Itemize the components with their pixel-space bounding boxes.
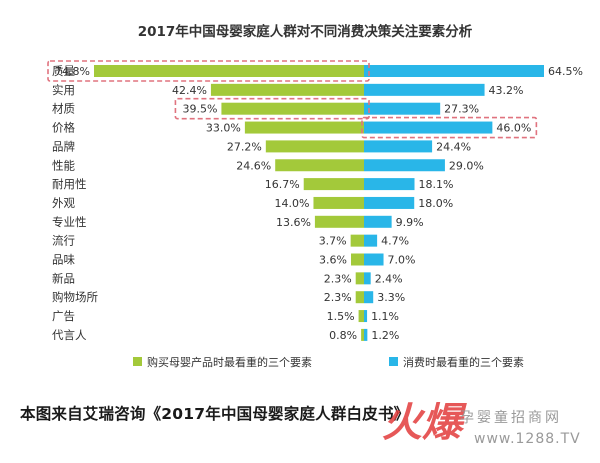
chart-title: 2017年中国母婴家庭人群对不同消费决策关注要素分析 (138, 23, 473, 40)
data-label-left: 3.6% (319, 254, 347, 267)
data-label-left: 2.3% (324, 272, 352, 285)
bar-left (358, 310, 364, 323)
bar-right (364, 178, 415, 191)
data-label-left: 14.0% (275, 197, 310, 210)
data-label-right: 2.4% (375, 272, 403, 285)
bar-right (364, 83, 485, 96)
legend-swatch-right (389, 357, 398, 366)
category-label: 广告 (52, 309, 75, 323)
category-label: 品牌 (52, 139, 75, 153)
bar-right (364, 215, 392, 228)
bar-left (303, 178, 364, 191)
watermark-brand: 火爆 (382, 400, 462, 446)
data-label-right: 64.5% (548, 65, 583, 78)
category-label: 流行 (52, 234, 75, 248)
category-label: 实用 (52, 83, 75, 97)
data-label-left: 16.7% (265, 178, 300, 191)
data-label-left: 74.8% (55, 65, 90, 78)
highlight-box (47, 60, 370, 82)
category-label: 性能 (52, 158, 75, 172)
bar-right (364, 310, 368, 323)
figure-caption: 本图来自艾瑞咨询《2017年中国母婴家庭人群白皮书》 (20, 405, 410, 423)
category-label: 材质 (52, 102, 75, 116)
bar-left (265, 140, 364, 153)
data-label-left: 42.4% (172, 84, 207, 97)
category-label: 新品 (52, 271, 75, 285)
data-label-left: 13.6% (276, 216, 311, 229)
data-label-left: 24.6% (236, 159, 271, 172)
legend-label-left: 购买母婴产品时最看重的三个要素 (147, 355, 312, 369)
data-label-right: 7.0% (388, 254, 416, 267)
bar-left (361, 328, 364, 341)
data-label-right: 18.1% (419, 178, 454, 191)
data-label-left: 0.8% (329, 329, 357, 342)
data-label-right: 4.7% (381, 235, 409, 248)
data-label-right: 29.0% (449, 159, 484, 172)
bar-right (364, 140, 433, 153)
category-label: 专业性 (52, 215, 87, 229)
bar-left (314, 215, 364, 228)
bar-right (364, 234, 378, 247)
data-label-left: 3.7% (319, 235, 347, 248)
bar-right (364, 253, 384, 266)
data-label-left: 1.5% (327, 310, 355, 323)
bar-left (355, 291, 364, 304)
bar-left (313, 196, 364, 209)
category-label: 质量 (52, 64, 75, 78)
bar-right (364, 272, 371, 285)
highlight-box (174, 97, 370, 120)
bar-right (364, 196, 415, 209)
data-label-left: 39.5% (182, 103, 217, 116)
watermark-url: www.1288.TV (474, 431, 581, 447)
data-label-right: 1.1% (371, 310, 399, 323)
data-label-left: 33.0% (206, 122, 241, 135)
bar-right (364, 328, 368, 341)
bar-right (364, 159, 445, 172)
bar-left (351, 253, 364, 266)
data-label-right: 1.2% (371, 329, 399, 342)
bar-right (364, 65, 544, 77)
data-label-right: 18.0% (418, 197, 453, 210)
bar-left (355, 272, 364, 285)
category-label: 耐用性 (52, 177, 87, 191)
data-label-right: 9.9% (396, 216, 424, 229)
watermark-logo: 火爆 孕婴童招商网 www.1288.TV (382, 403, 592, 455)
bar-left (275, 159, 364, 172)
data-label-right: 27.3% (444, 103, 479, 116)
bar-left (210, 83, 364, 96)
bar-left (350, 234, 364, 247)
data-label-left: 27.2% (227, 140, 262, 153)
data-label-right: 43.2% (489, 84, 524, 97)
bar-right (364, 102, 441, 115)
category-label: 品味 (52, 253, 75, 267)
category-label: 价格 (52, 121, 75, 135)
category-label: 外观 (52, 196, 75, 210)
data-label-right: 3.3% (377, 291, 405, 304)
category-label: 代言人 (52, 328, 87, 342)
bar-left (244, 121, 364, 134)
bar-right (364, 121, 493, 134)
legend-label-right: 消费时最看重的三个要素 (403, 355, 524, 369)
data-label-right: 46.0% (496, 122, 531, 135)
data-label-right: 24.4% (436, 140, 471, 153)
category-label: 购物场所 (52, 290, 98, 304)
legend-swatch-left (133, 357, 142, 366)
data-label-left: 2.3% (324, 291, 352, 304)
bar-left (94, 65, 364, 77)
bar-right (364, 291, 374, 304)
watermark-subtitle: 孕婴童招商网 (460, 410, 562, 426)
bar-left (221, 102, 364, 115)
